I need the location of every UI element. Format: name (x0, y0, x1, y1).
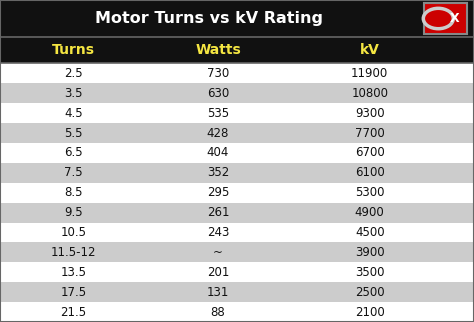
Bar (0, 0, 474, 37)
Text: 6100: 6100 (355, 166, 384, 179)
Bar (0, 203, 474, 223)
Text: Turns: Turns (52, 43, 95, 57)
Text: 3500: 3500 (355, 266, 384, 279)
Text: 88: 88 (210, 306, 226, 318)
Text: 4900: 4900 (355, 206, 384, 219)
Text: Watts: Watts (195, 43, 241, 57)
Text: kV: kV (360, 43, 380, 57)
Bar (424, 3, 467, 34)
Text: 428: 428 (207, 127, 229, 139)
Text: 295: 295 (207, 186, 229, 199)
Text: X: X (450, 12, 460, 25)
Text: 10.5: 10.5 (61, 226, 86, 239)
Text: 13.5: 13.5 (61, 266, 86, 279)
Text: ~: ~ (213, 246, 223, 259)
Text: 404: 404 (207, 147, 229, 159)
Bar (0, 183, 474, 203)
Text: 3900: 3900 (355, 246, 384, 259)
Bar (0, 163, 474, 183)
Bar (0, 282, 474, 302)
Text: 630: 630 (207, 87, 229, 100)
Text: 730: 730 (207, 67, 229, 80)
Bar (0, 123, 474, 143)
Bar (0, 262, 474, 282)
Text: 243: 243 (207, 226, 229, 239)
Bar (0, 143, 474, 163)
Text: 7700: 7700 (355, 127, 384, 139)
Text: 2500: 2500 (355, 286, 384, 299)
Text: 7.5: 7.5 (64, 166, 83, 179)
Bar (0, 302, 474, 322)
Text: 6700: 6700 (355, 147, 384, 159)
Text: 17.5: 17.5 (60, 286, 87, 299)
Text: 9300: 9300 (355, 107, 384, 120)
Text: 5300: 5300 (355, 186, 384, 199)
Text: 535: 535 (207, 107, 229, 120)
Text: 10800: 10800 (351, 87, 388, 100)
Text: 8.5: 8.5 (64, 186, 83, 199)
Text: 6.5: 6.5 (64, 147, 83, 159)
Text: 21.5: 21.5 (60, 306, 87, 318)
Text: 5.5: 5.5 (64, 127, 83, 139)
Text: 2100: 2100 (355, 306, 384, 318)
Bar (0, 37, 474, 63)
Text: 261: 261 (207, 206, 229, 219)
Text: 4500: 4500 (355, 226, 384, 239)
Text: 201: 201 (207, 266, 229, 279)
Text: 131: 131 (207, 286, 229, 299)
Text: 11900: 11900 (351, 67, 388, 80)
Text: Motor Turns vs kV Rating: Motor Turns vs kV Rating (94, 11, 323, 26)
Bar (0, 103, 474, 123)
Bar (0, 83, 474, 103)
Text: 352: 352 (207, 166, 229, 179)
Text: 3.5: 3.5 (64, 87, 83, 100)
Bar (0, 223, 474, 242)
Text: 9.5: 9.5 (64, 206, 83, 219)
Bar (0, 242, 474, 262)
Text: 4.5: 4.5 (64, 107, 83, 120)
Text: 2.5: 2.5 (64, 67, 83, 80)
Text: 11.5-12: 11.5-12 (51, 246, 96, 259)
Bar (0, 63, 474, 83)
